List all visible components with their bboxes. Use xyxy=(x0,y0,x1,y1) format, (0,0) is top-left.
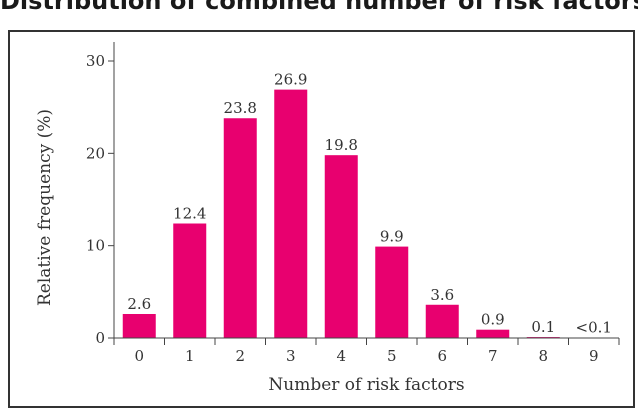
x-axis-title: Number of risk factors xyxy=(268,375,464,395)
x-tick-label: 4 xyxy=(336,347,346,365)
data-label: 2.6 xyxy=(127,295,151,313)
bar xyxy=(476,329,510,338)
data-label: 0.1 xyxy=(531,318,555,336)
data-labels-group: 2.6 12.4 23.8 26.9 19.8 9.9 3.6 0.9 0.1 <0.1 xyxy=(127,71,612,337)
y-axis-title: Relative frequency (%) xyxy=(35,109,55,306)
title-area: Distribution of combined number of risk … xyxy=(0,0,638,30)
x-tick-label: 1 xyxy=(185,347,195,365)
data-label: 9.9 xyxy=(380,228,404,246)
x-tick-label: 3 xyxy=(286,347,296,365)
x-tick-label: 5 xyxy=(387,347,397,365)
bar xyxy=(173,223,207,338)
y-axis-ticks: 0 10 20 30 xyxy=(86,52,114,347)
data-label: 0.9 xyxy=(481,311,505,329)
bar xyxy=(223,118,257,338)
chart-frame: 2.6 12.4 23.8 26.9 19.8 9.9 3.6 0.9 0.1 <0.1 0 10 2… xyxy=(8,30,635,408)
y-tick-label: 0 xyxy=(95,329,105,347)
bar xyxy=(375,246,409,338)
y-tick-label: 10 xyxy=(86,237,105,255)
bar xyxy=(122,313,156,338)
data-label: 26.9 xyxy=(274,71,307,89)
bar xyxy=(274,89,308,338)
x-tick-label: 8 xyxy=(538,347,548,365)
x-tick-label: 6 xyxy=(437,347,447,365)
bars-group xyxy=(122,89,560,338)
data-label: 19.8 xyxy=(325,136,358,154)
bar-chart: 2.612.423.826.919.89.93.60.9 0.1 <0.1 0102… xyxy=(35,42,620,395)
chart-title: Distribution of combined number of risk … xyxy=(0,0,638,15)
x-tick-label: 2 xyxy=(235,347,245,365)
y-tick-label: 30 xyxy=(86,52,105,70)
data-label: 23.8 xyxy=(224,99,257,117)
x-tick-label: 0 xyxy=(134,347,144,365)
bar xyxy=(425,304,459,338)
y-tick-label: 20 xyxy=(86,144,105,162)
x-tick-label: 9 xyxy=(589,347,599,365)
bar xyxy=(324,155,358,338)
data-label: 12.4 xyxy=(173,205,206,223)
data-label: <0.1 xyxy=(576,319,612,337)
data-label: 3.6 xyxy=(430,286,454,304)
x-tick-label: 7 xyxy=(488,347,498,365)
x-axis-ticks: 0 1 2 3 4 5 6 7 8 9 xyxy=(113,338,620,365)
